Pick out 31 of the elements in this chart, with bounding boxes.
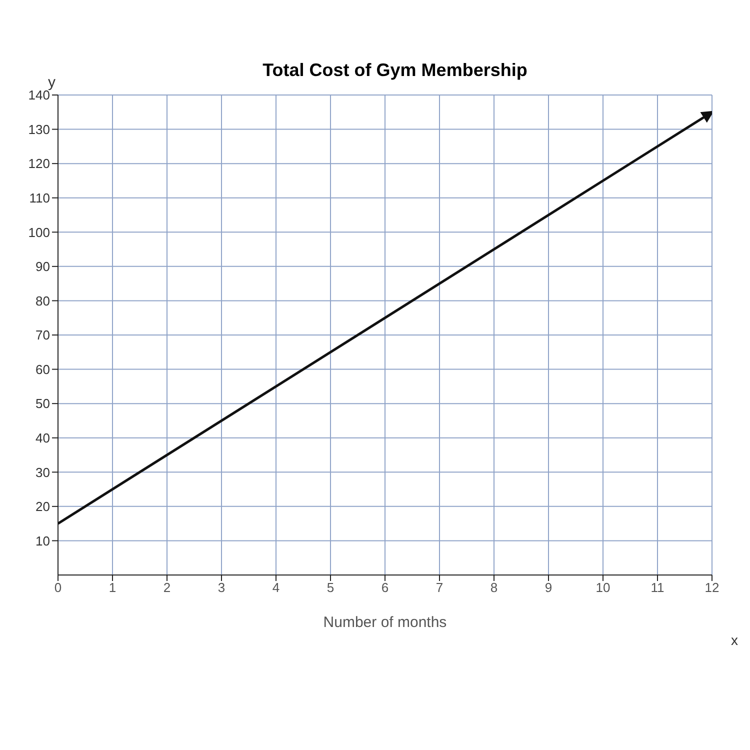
x-tick-label: 6 [381, 580, 389, 596]
x-tick-label: 0 [54, 580, 62, 596]
y-tick-label: 140 [28, 88, 50, 103]
y-tick-label: 110 [29, 190, 50, 206]
x-tick-label: 10 [596, 580, 610, 596]
y-tick-label: 40 [36, 430, 50, 446]
x-tick-label: 8 [490, 580, 498, 596]
y-tick-label: 30 [36, 464, 50, 480]
y-tick-label: 60 [36, 362, 50, 377]
x-tick-label: 11 [650, 580, 664, 596]
y-tick-label: 70 [36, 328, 50, 343]
y-tick-label: 100 [28, 224, 50, 240]
x-tick-label: 9 [544, 580, 552, 596]
x-tick-label: 7 [436, 580, 444, 596]
x-tick-label: 2 [163, 580, 171, 596]
y-tick-label: 10 [36, 533, 50, 548]
x-axis-title: Number of months [323, 614, 447, 631]
y-tick-label: 120 [28, 156, 50, 172]
y-axis-title: y [48, 74, 56, 91]
x-tick-label: 12 [704, 580, 720, 596]
text: x [731, 632, 738, 648]
y-tick-label: 50 [36, 396, 50, 412]
x-tick-label: 4 [272, 580, 280, 596]
y-tick-label: 20 [36, 499, 50, 514]
y-tick-label: 80 [36, 293, 50, 308]
x-tick-label: 3 [218, 580, 226, 596]
x-tick-label: 1 [108, 580, 116, 596]
y-tick-label: 90 [36, 259, 50, 274]
y-tick-label: 130 [28, 122, 50, 137]
chart-title: Total Cost of Gym Membership [262, 60, 528, 80]
x-tick-label: 5 [326, 580, 334, 596]
